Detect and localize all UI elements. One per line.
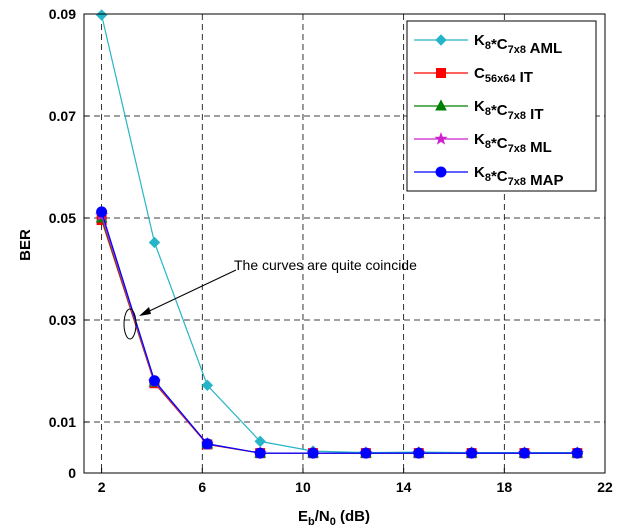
x-tick-label: 2 [98, 479, 106, 495]
y-tick-label: 0.01 [49, 414, 76, 430]
data-point [95, 9, 108, 21]
data-point [307, 447, 319, 459]
legend-marker [435, 99, 447, 111]
x-tick-label: 10 [295, 479, 311, 495]
annotation-ellipse [123, 308, 137, 340]
legend-label: K8*C7x8 IT [474, 98, 544, 123]
legend-marker [434, 132, 448, 145]
legend-marker [436, 68, 446, 78]
legend-marker [435, 34, 447, 46]
data-point [148, 375, 160, 387]
plot-frame [83, 13, 606, 474]
data-point [148, 236, 161, 249]
annotation-arrowhead [139, 307, 151, 316]
legend-label: C56x64 IT [474, 65, 533, 86]
annotation: The curves are quite coincide [123, 257, 417, 340]
axis-ticks: 2 6 10 14 18 22 0 0.01 0.03 0.05 0.07 0.09 [49, 6, 613, 495]
data-point [413, 447, 425, 459]
data-point [201, 438, 213, 450]
data-point [518, 447, 530, 459]
series-layer [95, 9, 584, 459]
legend-entry: K8*C7x8 IT [414, 98, 544, 123]
data-point [254, 447, 266, 459]
x-tick-label: 22 [597, 479, 613, 495]
x-axis-label: Eb/N0 (dB) [298, 508, 370, 528]
legend-label: K8*C7x8 MAP [474, 164, 564, 189]
legend-entry: K8*C7x8 AML [414, 32, 562, 57]
data-point [96, 206, 108, 218]
annotation-text: The curves are quite coincide [234, 257, 417, 273]
legend-entries: K8*C7x8 AML C56x64 IT K8*C7x8 IT K8*C7x8 ML… [414, 32, 564, 189]
data-point [571, 447, 583, 459]
grid-lines [84, 14, 605, 473]
legend-entry: C56x64 IT [414, 65, 533, 86]
annotation-arrow [142, 269, 237, 315]
legend-label: K8*C7x8 ML [474, 131, 552, 156]
x-tick-label: 18 [497, 479, 513, 495]
legend-entry: K8*C7x8 ML [414, 131, 552, 156]
series-line [101, 211, 578, 454]
legend: K8*C7x8 AML C56x64 IT K8*C7x8 IT K8*C7x8 ML… [406, 20, 597, 192]
data-point [201, 379, 214, 391]
y-tick-label: 0 [68, 465, 76, 481]
data-point [360, 447, 372, 459]
y-tick-label: 0.03 [49, 312, 76, 328]
y-tick-label: 0.09 [49, 6, 76, 22]
series-5 [96, 206, 583, 459]
y-tick-label: 0.07 [49, 108, 76, 124]
y-tick-label: 0.05 [49, 210, 76, 226]
legend-marker [435, 166, 447, 178]
legend-entry: K8*C7x8 MAP [414, 164, 564, 189]
y-axis-label: BER [17, 229, 34, 261]
x-tick-label: 14 [396, 479, 412, 495]
data-point [466, 447, 478, 459]
x-tick-label: 6 [198, 479, 206, 495]
legend-label: K8*C7x8 AML [474, 32, 562, 57]
